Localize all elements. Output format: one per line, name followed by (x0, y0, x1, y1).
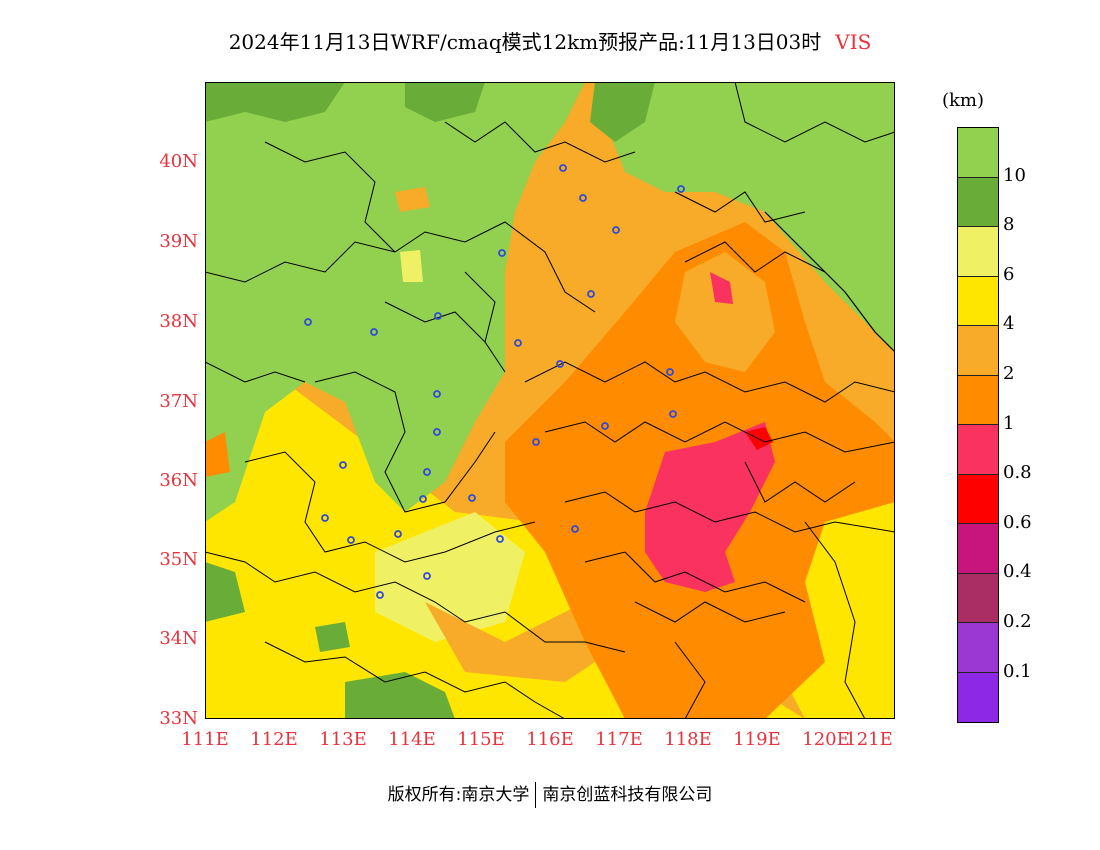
vis-field-1km-west (205, 432, 230, 477)
coastline (764, 211, 895, 353)
title-text: 2024年11月13日WRF/cmaq模式12km预报产品:11月13日03时 (228, 30, 822, 54)
city-marker (496, 535, 504, 543)
legend-swatch (958, 177, 998, 227)
x-tick-label: 115E (457, 729, 505, 750)
city-marker (532, 438, 540, 446)
city-marker (433, 428, 441, 436)
y-tick-label: 40N (159, 151, 198, 172)
y-tick-label: 33N (159, 708, 198, 729)
legend-label: 6 (1003, 263, 1015, 285)
city-marker (394, 530, 402, 538)
y-tick-label: 37N (159, 391, 198, 412)
legend-label: 4 (1003, 313, 1015, 335)
city-marker (370, 328, 378, 336)
city-marker (498, 249, 506, 257)
x-tick-label: 114E (388, 729, 436, 750)
city-marker (434, 312, 442, 320)
legend-label: 8 (1003, 214, 1015, 236)
vis-field-10km-west (205, 82, 585, 522)
x-tick-label: 111E (181, 729, 229, 750)
legend-swatch (958, 623, 998, 673)
vis-field-8km-west (205, 562, 245, 622)
city-marker (423, 468, 431, 476)
city-marker (433, 390, 441, 398)
city-marker (304, 318, 312, 326)
legend-label: 2 (1003, 363, 1015, 384)
city-marker (376, 591, 384, 599)
city-marker (571, 525, 579, 533)
vis-field-2km-north (675, 252, 775, 372)
legend-label: 10 (1003, 164, 1026, 186)
legend-swatch (958, 276, 998, 326)
legend-colorbar (957, 127, 999, 723)
city-marker (579, 194, 587, 202)
city-marker (559, 164, 567, 172)
vis-field-8km-patch (315, 622, 350, 652)
x-tick-label: 118E (664, 729, 712, 750)
city-markers (304, 164, 685, 599)
copyright-right: 南京创蓝科技有限公司 (542, 785, 713, 805)
copyright-left: 版权所有:南京大学 (387, 785, 530, 805)
legend-swatch (958, 326, 998, 376)
x-tick-label: 119E (733, 729, 781, 750)
vis-field-4km-small-1 (395, 187, 430, 212)
y-tick-label: 39N (159, 231, 198, 252)
vis-field-8km-n (405, 82, 485, 122)
vis-field-8km-nw (205, 82, 345, 122)
legend-swatch (958, 375, 998, 425)
map-plot-area (205, 82, 895, 719)
legend-label: 1 (1003, 412, 1015, 434)
city-marker (612, 226, 620, 234)
vis-field-8km-ne (590, 82, 655, 142)
x-tick-label: 113E (319, 729, 367, 750)
legend-swatch (958, 227, 998, 277)
y-tick-label: 34N (159, 628, 198, 649)
city-marker (423, 572, 431, 580)
copyright-footer: 版权所有:南京大学 南京创蓝科技有限公司 (0, 780, 1100, 808)
legend-swatch (958, 425, 998, 475)
y-tick-label: 35N (159, 549, 198, 570)
city-marker (601, 422, 609, 430)
legend-label: 0.6 (1003, 511, 1032, 533)
legend-label: 0.1 (1003, 660, 1032, 682)
x-tick-label: 117E (595, 729, 643, 750)
legend-swatch (958, 672, 998, 722)
x-tick-label: 112E (250, 729, 298, 750)
city-marker (419, 495, 427, 503)
city-marker (468, 494, 476, 502)
city-marker (321, 514, 329, 522)
vis-field-light-yellow (375, 512, 525, 642)
legend-swatch (958, 474, 998, 524)
y-tick-label: 38N (159, 311, 198, 332)
legend-swatch (958, 128, 998, 178)
legend-label: 0.2 (1003, 611, 1032, 632)
city-marker (669, 410, 677, 418)
vis-field-6km-small (400, 250, 423, 282)
legend-swatch (958, 524, 998, 574)
vis-field-8km-south (345, 672, 455, 719)
vis-field-4km-patch (425, 602, 625, 682)
city-marker (666, 368, 674, 376)
visibility-map (205, 82, 895, 719)
city-marker (677, 185, 685, 193)
vis-field-0.8km-small (710, 272, 733, 304)
city-marker (556, 360, 564, 368)
city-marker (587, 290, 595, 298)
footer-separator (535, 782, 537, 808)
x-tick-label: 121E (845, 729, 893, 750)
city-marker (514, 339, 522, 347)
legend-swatch (958, 573, 998, 623)
legend-label: 0.4 (1003, 561, 1032, 583)
x-tick-label: 120E (802, 729, 850, 750)
variable-label: VIS (835, 30, 872, 54)
y-tick-label: 36N (159, 470, 198, 491)
vis-field-10km-east (605, 82, 895, 352)
x-tick-label: 116E (526, 729, 574, 750)
legend-unit: (km) (942, 90, 985, 111)
city-marker (339, 461, 347, 469)
vis-field-0.8km (645, 422, 775, 592)
legend-label: 0.8 (1003, 462, 1032, 484)
city-marker (347, 536, 355, 544)
chart-title: 2024年11月13日WRF/cmaq模式12km预报产品:11月13日03时 V… (0, 26, 1100, 55)
